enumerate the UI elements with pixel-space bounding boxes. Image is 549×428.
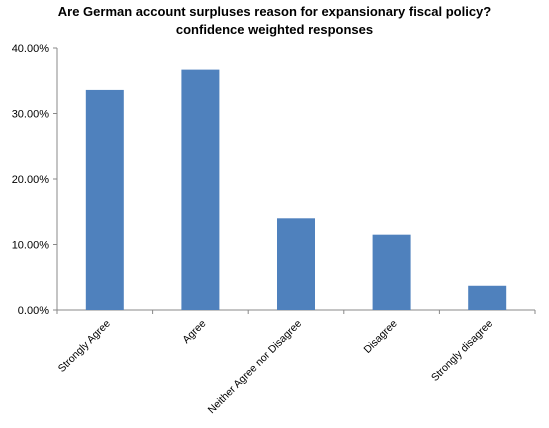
bar [277,218,315,310]
x-tick-label: Strongly disagree [429,318,495,384]
bar [181,69,220,311]
x-tick-label: Agree [180,318,208,346]
y-tick-label: 20.00% [12,174,50,186]
bar [372,234,411,310]
y-tick-label: 40.00% [12,43,50,55]
x-tick-label: Disagree [362,318,400,356]
chart-title: Are German account surpluses reason for … [57,4,492,19]
bar [468,285,507,310]
y-tick-label: 0.00% [18,305,49,317]
x-tick-label: Neither Agree nor Disagree [206,318,305,417]
bar [85,89,124,310]
chart-subtitle: confidence weighted responses [175,22,374,37]
x-tick-label: Strongly Agree [56,318,113,375]
y-tick-label: 30.00% [12,109,50,121]
y-tick-label: 10.00% [12,240,50,252]
